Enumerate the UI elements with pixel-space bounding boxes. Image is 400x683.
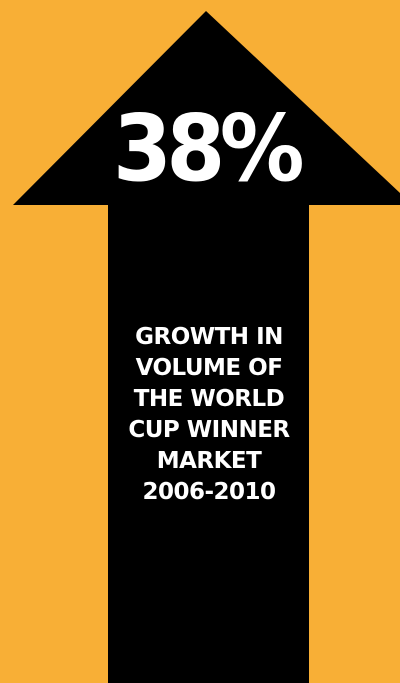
growth-caption: GROWTH IN VOLUME OF THE WORLD CUP WINNER… xyxy=(108,322,310,508)
caption-line: THE WORLD xyxy=(133,386,285,412)
caption-line: MARKET xyxy=(156,448,262,474)
growth-percent: 38% xyxy=(112,95,305,202)
caption-line: VOLUME OF xyxy=(135,355,283,381)
arrow-shape xyxy=(13,11,400,683)
caption-line: 2006-2010 xyxy=(142,479,276,505)
caption-line: CUP WINNER xyxy=(128,417,290,443)
caption-line: GROWTH IN xyxy=(135,324,283,350)
